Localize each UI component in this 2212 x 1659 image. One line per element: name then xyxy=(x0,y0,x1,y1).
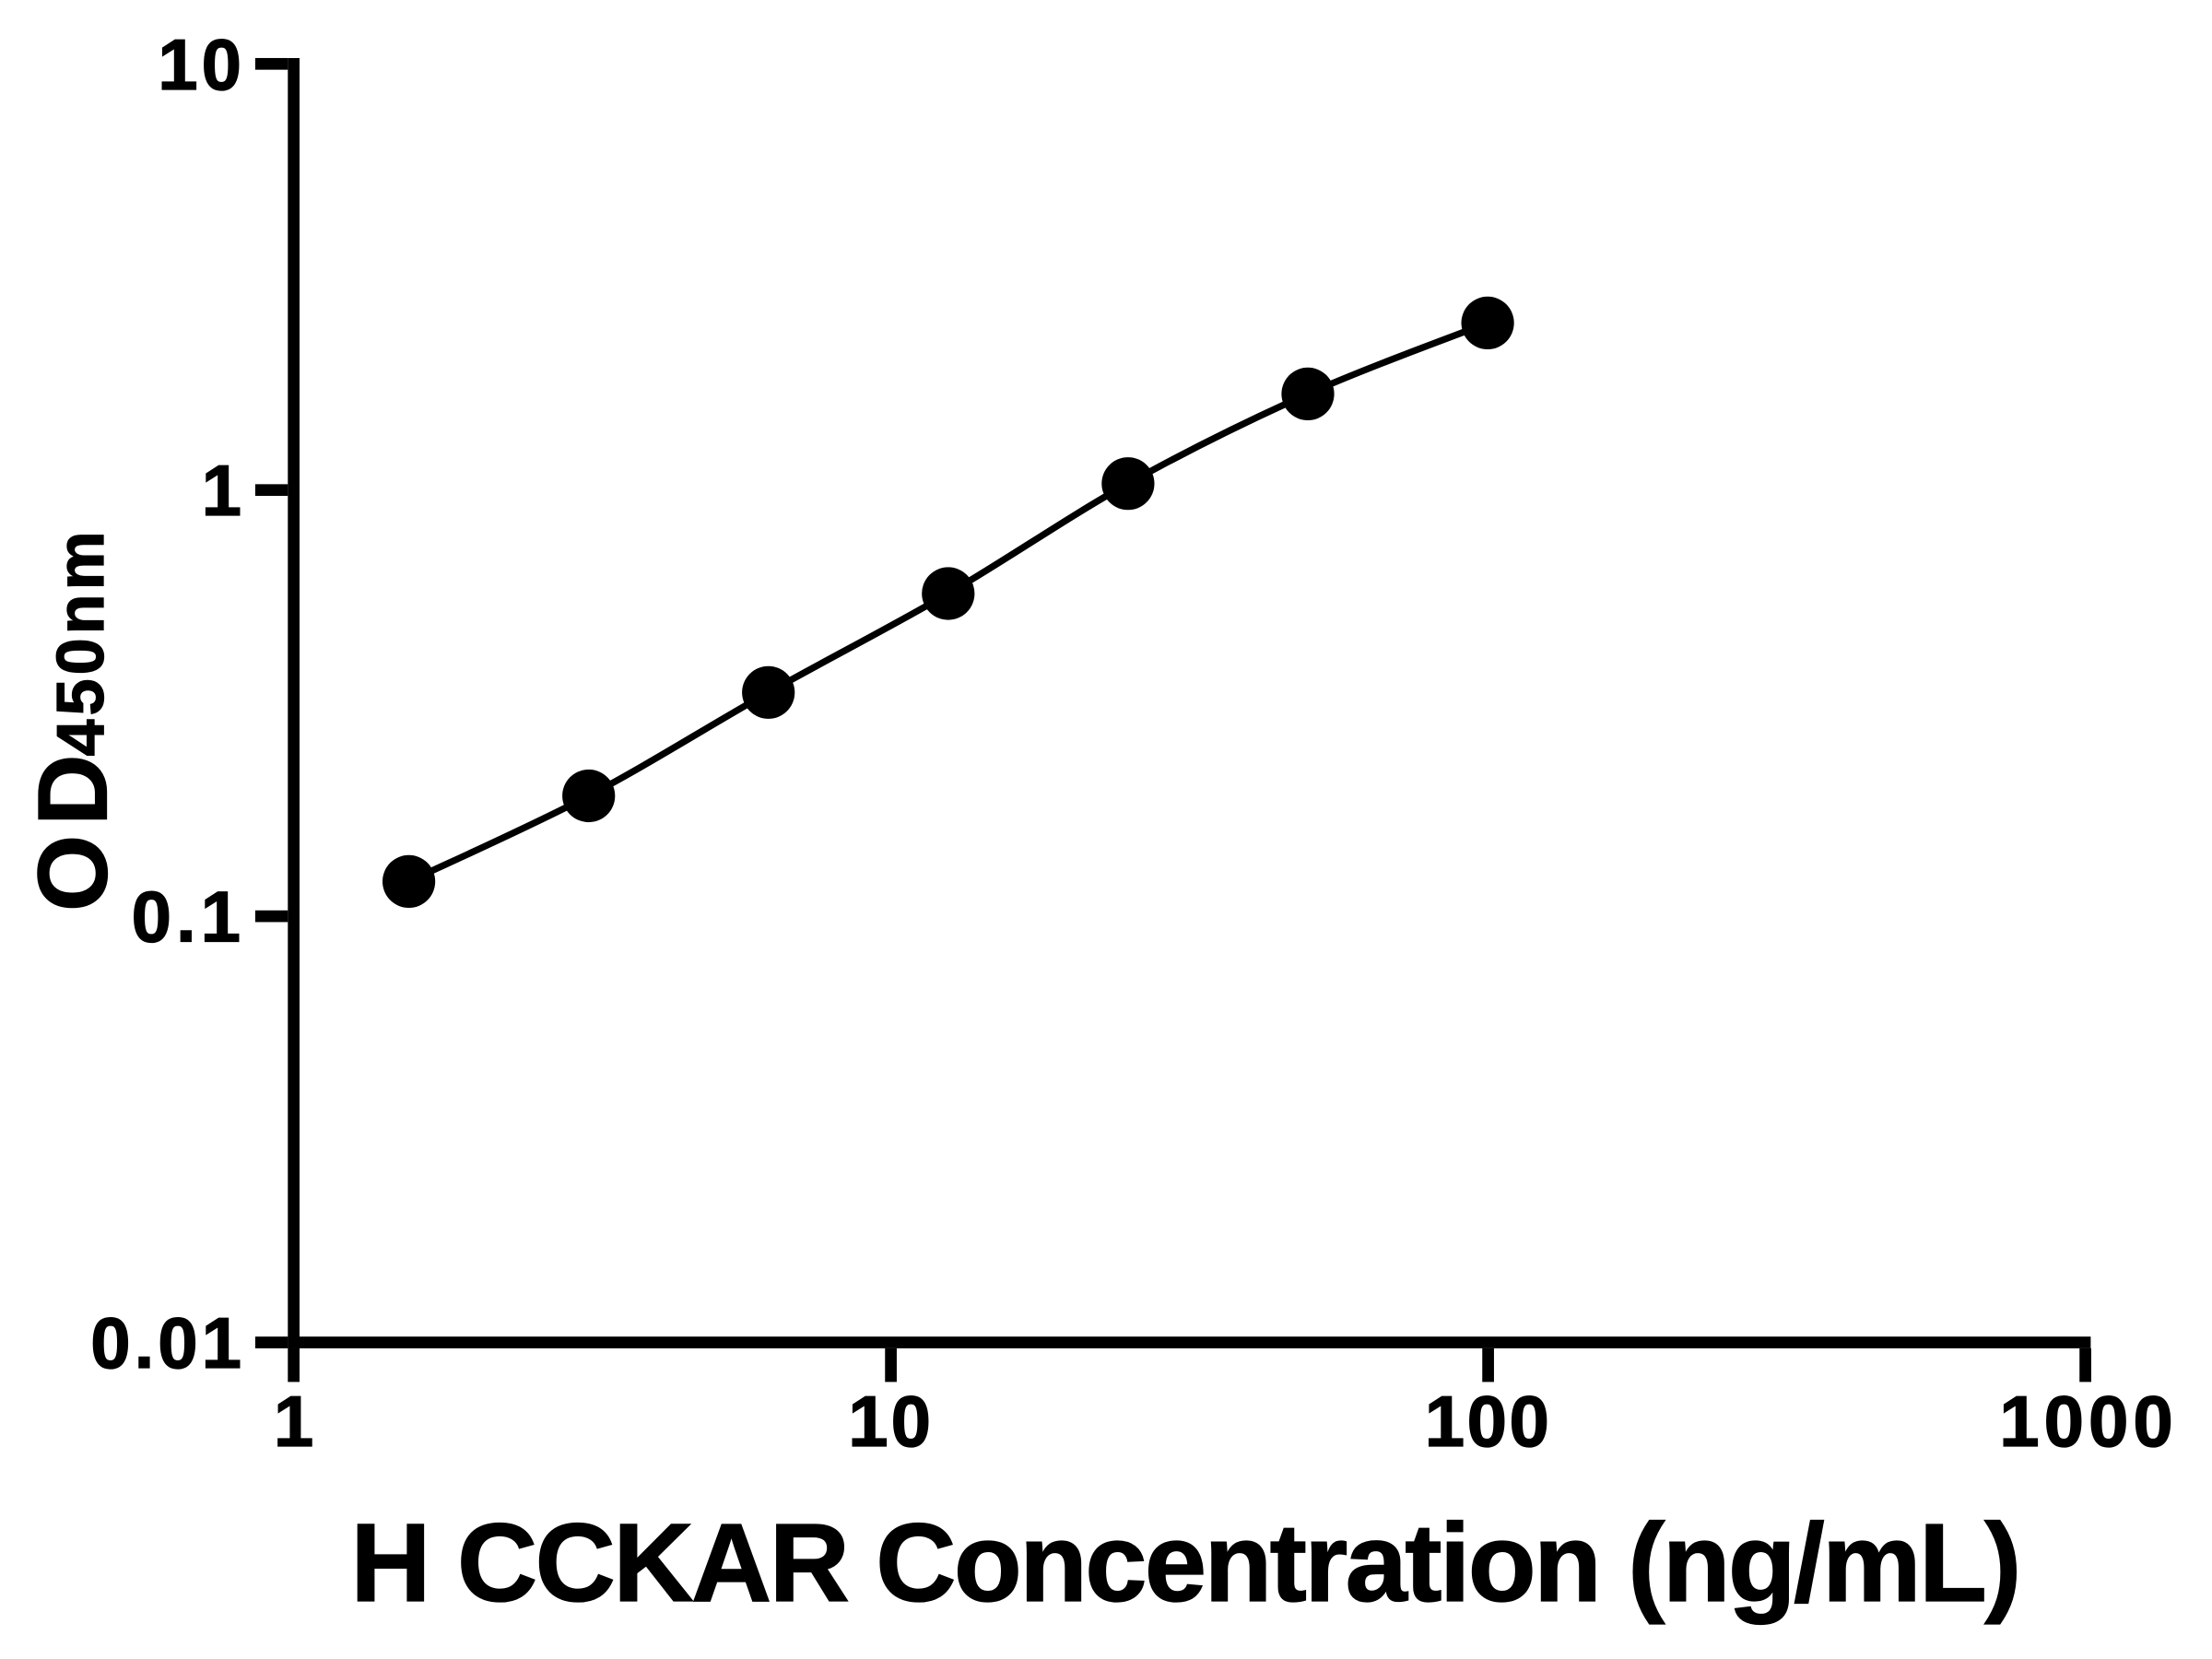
svg-text:0.01: 0.01 xyxy=(90,1302,245,1383)
svg-text:OD450nm: OD450nm xyxy=(18,527,128,912)
svg-text:1000: 1000 xyxy=(1999,1381,2178,1462)
svg-text:0.1: 0.1 xyxy=(132,877,245,958)
svg-text:100: 100 xyxy=(1425,1381,1552,1462)
svg-text:1: 1 xyxy=(274,1381,313,1462)
svg-text:10: 10 xyxy=(848,1381,934,1462)
svg-text:10: 10 xyxy=(158,24,245,105)
svg-text:1: 1 xyxy=(202,450,241,531)
svg-text:H CCKAR Concentration (ng/mL): H CCKAR Concentration (ng/mL) xyxy=(350,1500,2019,1625)
